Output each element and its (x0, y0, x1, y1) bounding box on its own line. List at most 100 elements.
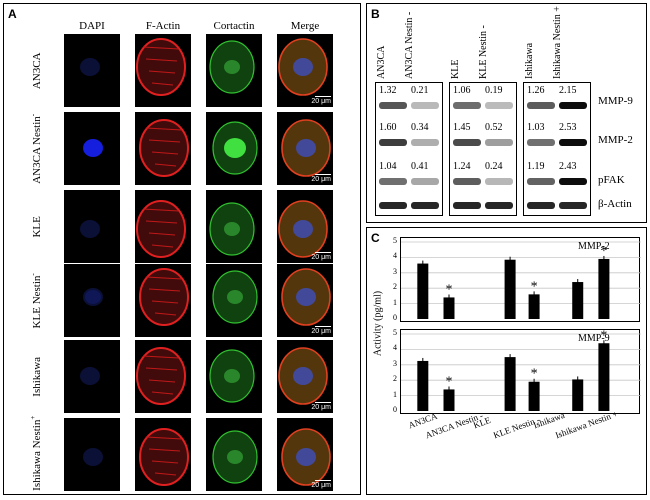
micrograph-merge-row-0: 20 μm (277, 34, 333, 107)
y-tick-label: 4 (393, 343, 397, 353)
panel-c-letter: C (371, 231, 380, 245)
row-label-text: AN3CA (30, 52, 43, 90)
scale-bar-label: 20 μm (311, 404, 331, 411)
row-label-4: Ishikawa (29, 341, 43, 413)
row-label-2: KLE (29, 191, 43, 263)
panel-a (3, 3, 361, 495)
micrograph-cortactin-row-0 (206, 34, 262, 107)
panel-b (366, 3, 647, 223)
significance-star: * (446, 374, 453, 389)
densitometry-value: 2.43 (559, 161, 577, 172)
bar-5 (598, 258, 610, 319)
row-label-5: Ishikawa Nestin+ (29, 415, 43, 491)
chart-svg-0: * * * (401, 241, 641, 319)
bar-4 (572, 282, 584, 319)
blot-band (559, 178, 587, 185)
scale-bar-line (315, 326, 331, 327)
bar-5 (598, 343, 610, 411)
micrograph-dapi-row-4 (64, 340, 120, 413)
blot-band (559, 202, 587, 209)
y-tick-label: 2 (393, 282, 397, 292)
bar-0 (417, 263, 429, 319)
row-label-text: Ishikawa Nestin (30, 419, 43, 491)
col-head-dapi: DAPI (79, 20, 105, 32)
densitometry-value: 1.03 (527, 122, 545, 133)
micrograph-factin-row-2 (135, 190, 191, 263)
bar-1 (443, 297, 455, 319)
blot-band (453, 202, 481, 209)
micrograph-dapi-row-3 (64, 264, 120, 337)
blot-band (485, 202, 513, 209)
micrograph-merge-row-3: 20 μm (277, 264, 333, 337)
blot-band (411, 178, 439, 185)
protein-label: MMP-9 (598, 95, 633, 107)
micrograph-cortactin-row-5 (206, 418, 262, 491)
scale-bar: 20 μm (311, 402, 331, 411)
bar-3 (528, 294, 540, 319)
lane-label: Ishikawa (524, 42, 535, 79)
densitometry-value: 1.45 (453, 122, 471, 133)
densitometry-value: 1.19 (527, 161, 545, 172)
micrograph-dapi-row-2 (64, 190, 120, 263)
blot-band (411, 139, 439, 146)
micrograph-dapi-row-1 (64, 112, 120, 185)
blot-band (411, 202, 439, 209)
lane-label: AN3CA Nestin - (404, 11, 415, 79)
col-head-factin: F-Actin (145, 20, 181, 32)
scale-bar-label: 20 μm (311, 98, 331, 105)
y-tick-label: 0 (393, 405, 397, 414)
panel-c (366, 227, 647, 495)
significance-star: * (600, 330, 607, 343)
protein-label: β-Actin (598, 198, 632, 210)
scale-bar-line (315, 96, 331, 97)
col-head-cortactin: Cortactin (213, 20, 255, 32)
y-tick-label: 5 (393, 236, 397, 245)
row-label-text: Ishikawa (30, 356, 43, 397)
scale-bar-label: 20 μm (311, 482, 331, 489)
blot-band (559, 139, 587, 146)
y-tick-label: 1 (393, 389, 397, 399)
blot-band (453, 102, 481, 109)
blot-band (379, 178, 407, 185)
micrograph-merge-row-4: 20 μm (277, 340, 333, 413)
scale-bar: 20 μm (311, 96, 331, 105)
row-label-sup: + (29, 415, 38, 420)
y-tick-label: 5 (393, 328, 397, 337)
lane-label: AN3CA (376, 45, 387, 79)
blot-band (379, 202, 407, 209)
densitometry-value: 0.21 (411, 85, 429, 96)
bar-0 (417, 360, 429, 411)
chart-svg-1: * * * (401, 330, 641, 411)
chart-1: * * * (400, 329, 641, 414)
densitometry-value: 0.41 (411, 161, 429, 172)
panel-a-letter: A (8, 7, 17, 21)
significance-star: * (531, 279, 538, 294)
scale-bar-label: 20 μm (311, 176, 331, 183)
scale-bar-label: 20 μm (311, 254, 331, 261)
micrograph-merge-row-5: 20 μm (277, 418, 333, 491)
blot-band (379, 102, 407, 109)
scale-bar-line (315, 402, 331, 403)
scale-bar-line (315, 252, 331, 253)
densitometry-value: 0.24 (485, 161, 503, 172)
y-tick-label: 0 (393, 313, 397, 322)
micrograph-factin-row-0 (135, 34, 191, 107)
micrograph-factin-row-1 (135, 112, 191, 185)
micrograph-cortactin-row-2 (206, 190, 262, 263)
micrograph-factin-row-5 (135, 418, 191, 491)
col-head-merge: Merge (290, 20, 320, 32)
row-label-0: AN3CA (29, 35, 43, 107)
significance-star: * (600, 244, 607, 259)
chart-0: * * * (400, 237, 641, 322)
chart-title: MMP-2 (578, 241, 610, 252)
y-tick-label: 3 (393, 266, 397, 276)
densitometry-value: 1.06 (453, 85, 471, 96)
bar-2 (504, 259, 516, 319)
micrograph-merge-row-2: 20 μm (277, 190, 333, 263)
row-label-sup: - (29, 113, 38, 117)
densitometry-value: 1.32 (379, 85, 397, 96)
blot-band (559, 102, 587, 109)
row-label-text: AN3CA Nestin (30, 116, 43, 184)
row-label-1: AN3CA Nestin- (29, 113, 43, 185)
scale-bar: 20 μm (311, 480, 331, 489)
